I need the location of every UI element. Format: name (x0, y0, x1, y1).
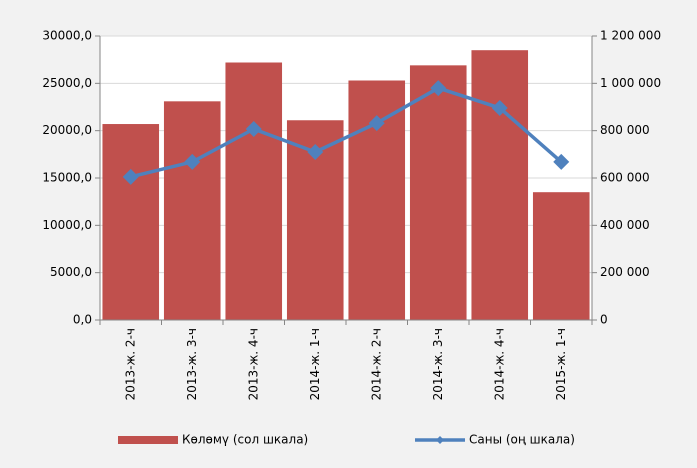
x-tick-label: 2015-ж. 1-ч (554, 328, 568, 400)
legend-label: Саны (оң шкала) (469, 433, 575, 447)
bar (102, 124, 160, 320)
x-tick-label: 2013-ж. 4-ч (246, 328, 260, 400)
x-tick-label: 2014-ж. 2-ч (369, 328, 383, 400)
bar (409, 65, 467, 320)
y2-tick-label: 800 000 (600, 123, 650, 137)
y2-tick-label: 200 000 (600, 265, 650, 279)
bar (225, 62, 283, 321)
legend-label: Көлөмү (сол шкала) (182, 433, 308, 447)
y2-tick-label: 1 000 000 (600, 76, 661, 90)
x-tick-label: 2014-ж. 4-ч (492, 328, 506, 400)
y-tick-label: 10000,0 (42, 218, 92, 232)
marker (430, 80, 447, 97)
x-tick-label: 2014-ж. 1-ч (308, 328, 322, 400)
y-tick-label: 25000,0 (42, 76, 92, 90)
y2-tick-label: 1 200 000 (600, 29, 661, 43)
legend-swatch (118, 436, 178, 444)
y-tick-label: 0,0 (73, 313, 92, 327)
x-tick-label: 2014-ж. 3-ч (431, 328, 445, 400)
marker (553, 153, 570, 170)
y-tick-label: 30000,0 (42, 29, 92, 43)
y-tick-label: 5000,0 (50, 265, 92, 279)
legend-marker (436, 436, 444, 444)
x-tick-label: 2013-ж. 2-ч (123, 328, 137, 400)
y-tick-label: 15000,0 (42, 171, 92, 185)
bar (471, 50, 529, 320)
marker (307, 143, 324, 160)
marker (368, 115, 385, 132)
bar (532, 192, 590, 320)
x-tick-label: 2013-ж. 3-ч (185, 328, 199, 400)
marker (184, 153, 201, 170)
y2-tick-label: 400 000 (600, 218, 650, 232)
y2-tick-label: 600 000 (600, 171, 650, 185)
y2-tick-label: 0 (600, 313, 608, 327)
line (130, 86, 563, 179)
marker (491, 99, 508, 116)
y-tick-label: 20000,0 (42, 123, 92, 137)
marker (122, 168, 139, 185)
marker (245, 121, 262, 138)
bar (163, 101, 221, 320)
